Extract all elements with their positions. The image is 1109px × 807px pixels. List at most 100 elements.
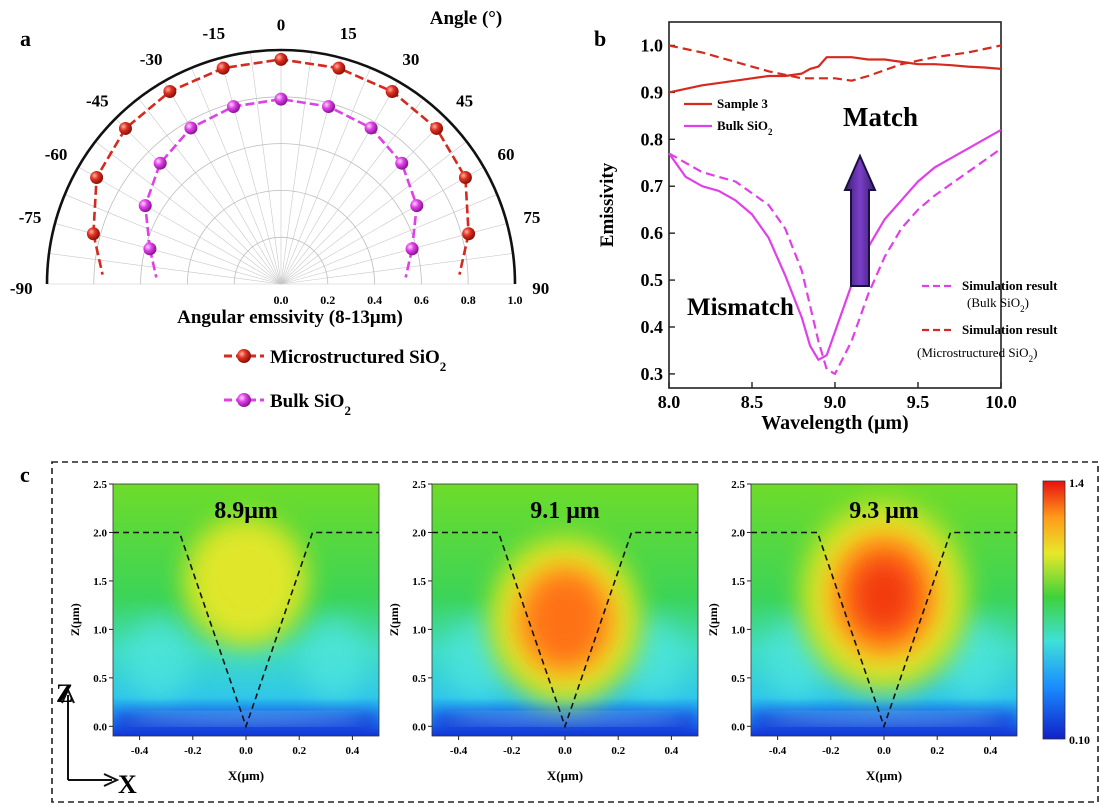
heatmap-x-tick-label: -0.4 (769, 745, 787, 757)
heatmap-y-label: Z(μm) (68, 603, 82, 636)
b-series-line (668, 147, 1002, 375)
polar-point (216, 61, 230, 75)
heatmap-x-tick-label: 0.4 (346, 745, 360, 757)
radial-axis-label: Angular emssivity (8-13μm) (177, 307, 403, 328)
series-bulk (138, 92, 424, 278)
heatmap-y-tick-label: 1.0 (412, 624, 426, 636)
heatmap-x-tick-label: 0.0 (877, 745, 891, 757)
heatmap-x-tick-label: 0.2 (292, 745, 306, 757)
legend-label-bulk: Bulk SiO2 (270, 391, 351, 418)
heatmap-x-tick-label: -0.4 (131, 745, 149, 757)
heatmap-y-tick-label: 2.5 (412, 479, 426, 491)
polar-point (118, 121, 132, 135)
groove-outline (113, 531, 379, 729)
heatmap-y-tick-label: 0.5 (93, 673, 107, 685)
radial-tick-label: 0.8 (461, 293, 476, 307)
panel-a-polar-chart: a Angle (°) -90 -75 -60 -45 -30 -15 0 15 30 45 60 7… (10, 8, 549, 418)
angle-tick-label: 0 (277, 15, 286, 34)
legend-label-sample3: Sample 3 (717, 96, 768, 111)
groove-outline (432, 531, 698, 729)
heatmap-y-tick-label: 0.0 (93, 721, 107, 733)
polar-point (90, 171, 104, 185)
polar-series (86, 52, 476, 278)
polar-point (138, 199, 152, 213)
heatmap-y-tick-label: 1.5 (731, 576, 745, 588)
b-x-tick-label: 9.5 (907, 392, 930, 412)
heatmap-y-label: Z(μm) (387, 603, 401, 636)
sim-micro-line1: Simulation result (962, 322, 1058, 337)
b-x-tick-label: 8.5 (741, 392, 764, 412)
angle-tick-label: 90 (532, 279, 549, 298)
up-arrow-icon (843, 153, 877, 287)
heatmaps: 8.9μm 0.0 0.5 1.0 1.5 2.0 2.5 -0.4 -0.2 0.0 0.2 0.4… (68, 479, 1018, 783)
polar-radial-ticks: 0.0 0.2 0.4 0.6 0.8 1.0 (274, 293, 523, 307)
colorbar-min: 0.10 (1069, 733, 1090, 747)
polar-point (274, 52, 288, 66)
polar-point (430, 121, 444, 135)
radial-tick-label: 1.0 (508, 293, 523, 307)
polar-grid (45, 48, 517, 285)
polar-point (143, 242, 157, 256)
b-series-line (668, 44, 1002, 82)
angle-tick-label: 15 (340, 24, 357, 43)
sim-bulk-line2: (Bulk SiO2) (967, 295, 1029, 314)
polar-point (322, 100, 336, 114)
heatmap-x-tick-label: 0.4 (665, 745, 679, 757)
heatmap-x-tick-label: -0.2 (822, 745, 840, 757)
b-series-line (668, 128, 1002, 361)
b-y-tick-label: 0.5 (641, 270, 664, 290)
angle-tick-label: -60 (45, 145, 68, 164)
heatmap-x-label: X(μm) (547, 768, 583, 783)
heatmap-title: 9.3 μm (849, 498, 919, 524)
sim-bulk-line1: Simulation result (962, 278, 1058, 293)
radial-tick-label: 0.2 (320, 293, 335, 307)
angle-tick-label: -30 (140, 50, 163, 69)
b-x-tick-label: 9.0 (824, 392, 847, 412)
series-line (143, 97, 419, 250)
panel-c-dashed-frame (51, 461, 1099, 803)
b-y-tick-label: 0.4 (641, 317, 664, 337)
polar-point (86, 227, 100, 241)
series-microstructured (86, 52, 476, 275)
heatmap-x-tick-label: 0.4 (984, 745, 998, 757)
heatmap-y-tick-label: 2.5 (93, 479, 107, 491)
heatmap-x-label: X(μm) (228, 768, 264, 783)
heatmap-y-tick-label: 2.5 (731, 479, 745, 491)
groove-outline (751, 531, 1017, 729)
angle-tick-label: -90 (10, 279, 33, 298)
heatmap-title: 9.1 μm (530, 498, 600, 524)
heatmap-y-tick-label: 2.0 (731, 527, 745, 539)
polar-point (274, 92, 288, 106)
axis-orientation-icon: Z X (56, 679, 137, 799)
b-series-line (668, 56, 1002, 94)
b-x-tick-label: 8.0 (658, 392, 681, 412)
angle-tick-label: -15 (202, 24, 225, 43)
b-legend-top: Sample 3 Bulk SiO2 (684, 96, 773, 137)
heatmap-title: 8.9μm (214, 498, 278, 524)
heatmap-y-tick-label: 2.0 (412, 527, 426, 539)
panel-a-letter: a (20, 26, 31, 51)
legend-label-micro: Microstructured SiO2 (270, 347, 446, 374)
b-legend-sim-bulk: Simulation result (Bulk SiO2) (922, 278, 1058, 314)
heatmap-x-label: X(μm) (866, 768, 902, 783)
angle-tick-label: -45 (86, 91, 109, 110)
legend-bulk: Bulk SiO2 (224, 391, 351, 418)
polar-angle-ticks: -90 -75 -60 -45 -30 -15 0 15 30 45 60 75 90 (10, 15, 549, 298)
heatmap-x-tick-label: -0.2 (503, 745, 521, 757)
b-y-tick-label: 0.9 (641, 82, 664, 102)
polar-point (458, 171, 472, 185)
heatmap-x-tick-label: -0.4 (450, 745, 468, 757)
heatmap-y-tick-label: 0.5 (731, 673, 745, 685)
legend-marker-micro (237, 349, 251, 363)
heatmap-y-tick-label: 0.0 (731, 721, 745, 733)
b-y-tick-label: 1.0 (641, 35, 664, 55)
panel-c-field-maps: c 8.9μm 0.0 0.5 1.0 1.5 2.0 2.5 -0.4 -0.2 0.0 0.2 0… (20, 461, 1099, 803)
match-annotation: Match (843, 102, 918, 132)
polar-outer-arc (45, 48, 517, 285)
heatmap-y-tick-label: 1.5 (93, 576, 107, 588)
b-axis-ticks: 8.0 8.5 9.0 9.5 10.0 0.3 0.4 0.5 0.6 0.7 0.8 0.9 1.0 (641, 35, 1017, 412)
heatmap-y-label: Z(μm) (706, 603, 720, 636)
polar-point (405, 242, 419, 256)
panel-b-line-chart: b 8.0 8.5 9.0 9.5 10.0 0.3 0.4 0.5 0.6 0.7 0.8 0.9 1… (594, 21, 1058, 434)
polar-point (332, 61, 346, 75)
